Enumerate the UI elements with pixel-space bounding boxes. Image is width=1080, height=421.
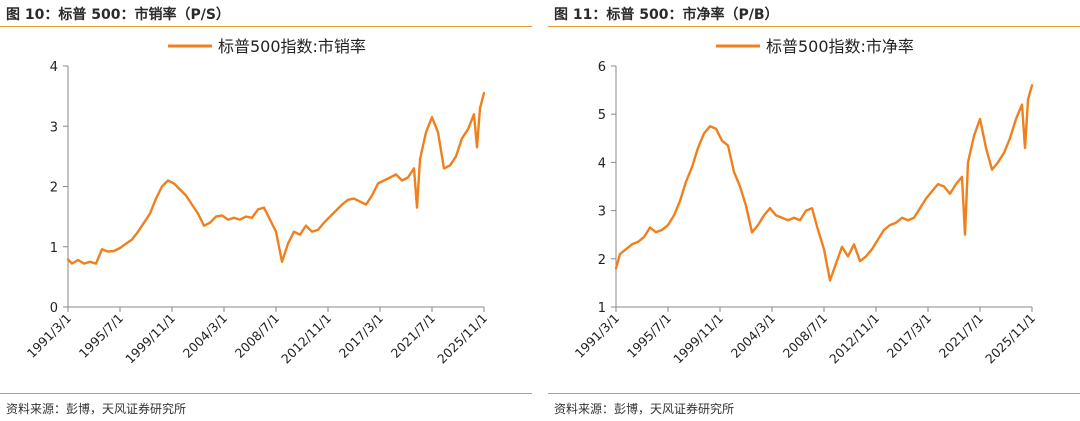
y-tick-label: 2 [50,181,58,196]
series-line [66,91,486,265]
x-tick-label: 2012/11/1 [826,311,882,367]
x-tick-label: 1991/3/1 [24,311,74,361]
x-tick-label: 1995/7/1 [76,311,126,361]
legend: 标普500指数:市销率 [168,37,366,56]
legend-label: 标普500指数:市净率 [766,37,914,56]
top-rule [548,26,1080,27]
y-tick-label: 2 [598,253,606,268]
x-tick-label: 2021/7/1 [388,311,438,361]
y-tick-label: 3 [50,120,58,135]
y-tick-label: 0 [50,301,58,316]
x-tick-label: 1999/11/1 [122,311,178,367]
y-tick-label: 1 [598,301,606,316]
bottom-rule [0,393,532,394]
y-tick-label: 4 [598,156,606,171]
x-tick-label: 2008/7/1 [780,311,830,361]
y-tick-label: 6 [598,60,606,75]
x-tick-label: 2012/11/1 [278,311,334,367]
legend: 标普500指数:市净率 [716,37,914,56]
legend-label: 标普500指数:市销率 [218,37,366,56]
series-line [614,84,1034,282]
x-tick-label: 2008/7/1 [232,311,282,361]
x-tick-label: 2025/11/1 [982,311,1038,367]
source-note: 资料来源：彭博，天风证券研究所 [6,402,187,416]
x-tick-label: 1995/7/1 [624,311,674,361]
source-note: 资料来源：彭博，天风证券研究所 [554,402,735,416]
y-tick-label: 4 [50,60,58,75]
y-tick-label: 1 [50,241,58,256]
x-tick-label: 2021/7/1 [936,311,986,361]
figure-ps: 图 10：标普 500：市销率（P/S） 0 1 2 3 4 1991/3/1 1995/7… [0,0,532,421]
x-tick-label: 1991/3/1 [572,311,622,361]
figure-title: 图 11：标普 500：市净率（P/B） [554,7,779,23]
top-rule [0,26,532,27]
x-tick-label: 2025/11/1 [434,311,490,367]
bottom-rule [548,393,1080,394]
x-tick-label: 2017/3/1 [884,311,934,361]
x-tick-label: 1999/11/1 [670,311,726,367]
y-tick-label: 3 [598,205,606,220]
x-tick-label: 2004/3/1 [180,311,230,361]
x-tick-label: 2004/3/1 [728,311,778,361]
figure-pb: 图 11：标普 500：市净率（P/B） 1 2 3 4 5 6 1991/3/1 1995/… [548,0,1080,421]
x-tick-label: 2017/3/1 [336,311,386,361]
figure-title: 图 10：标普 500：市销率（P/S） [6,7,230,23]
y-tick-label: 5 [598,108,606,123]
